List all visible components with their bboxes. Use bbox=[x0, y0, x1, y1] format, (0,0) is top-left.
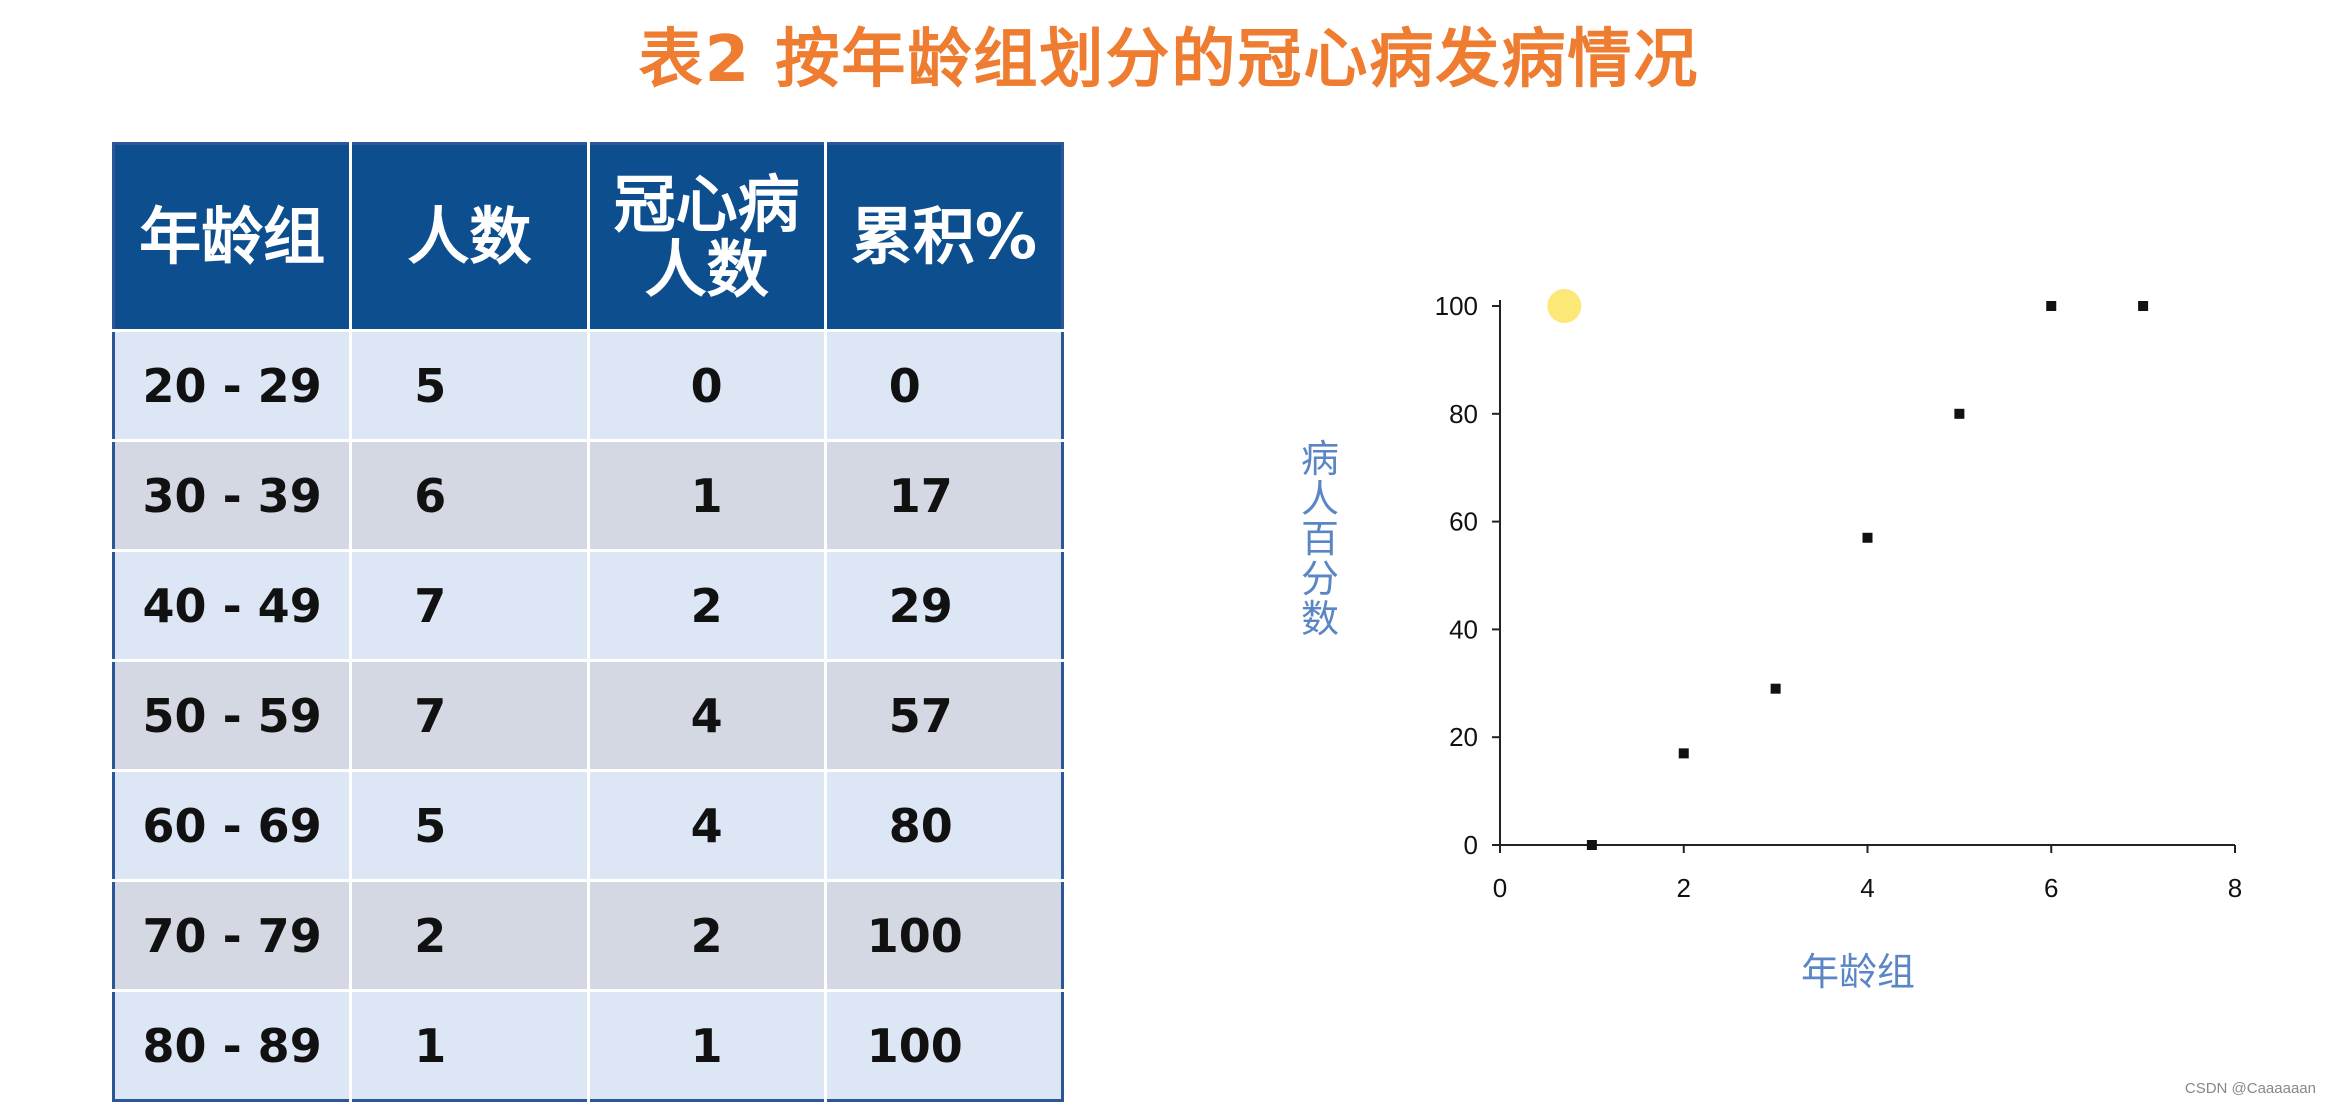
header-cumulative: 累积% bbox=[825, 143, 1063, 331]
row-count: 7 bbox=[350, 659, 590, 771]
x-tick-label: 0 bbox=[1493, 873, 1507, 903]
row-chd-count: 1 bbox=[588, 989, 827, 1101]
row-age-group: 70 - 79 bbox=[113, 879, 353, 991]
data-point bbox=[1862, 532, 1873, 543]
header-count: 人数 bbox=[350, 143, 590, 331]
row-chd-count: 4 bbox=[588, 659, 827, 771]
row-age-group: 80 - 89 bbox=[113, 989, 353, 1101]
page-title: 表2 按年龄组划分的冠心病发病情况 bbox=[638, 23, 1700, 97]
row-chd-count: 1 bbox=[588, 439, 827, 551]
x-tick-label: 4 bbox=[1860, 873, 1874, 903]
row-chd-count: 0 bbox=[588, 329, 827, 441]
header-age-group: 年龄组 bbox=[113, 143, 353, 331]
y-axis-label-char: 分 bbox=[1301, 557, 1339, 601]
row-age-group: 20 - 29 bbox=[113, 329, 353, 441]
x-tick-label: 6 bbox=[2044, 873, 2058, 903]
y-tick-label: 0 bbox=[1464, 830, 1478, 860]
row-cumulative: 80 bbox=[825, 769, 1063, 881]
table-row: 70 - 79 2 2 100 bbox=[113, 879, 1063, 991]
highlight-dot bbox=[1547, 289, 1582, 323]
row-cumulative: 57 bbox=[825, 659, 1063, 771]
data-point bbox=[1678, 748, 1689, 759]
chart-points bbox=[1547, 289, 2149, 850]
row-age-group: 40 - 49 bbox=[113, 549, 353, 661]
data-point bbox=[1770, 683, 1781, 694]
chart-axes bbox=[1499, 300, 2235, 846]
row-cumulative: 100 bbox=[825, 879, 1063, 991]
row-cumulative: 0 bbox=[825, 329, 1063, 441]
row-cumulative: 100 bbox=[825, 989, 1063, 1101]
x-tick-label: 8 bbox=[2228, 873, 2242, 903]
chart-ticks: 0 20 40 60 80 100 0 2 4 6 8 bbox=[1435, 291, 2243, 903]
row-count: 6 bbox=[350, 439, 590, 551]
y-tick-label: 40 bbox=[1449, 614, 1478, 644]
row-age-group: 30 - 39 bbox=[113, 439, 353, 551]
table-row: 60 - 69 5 4 80 bbox=[113, 769, 1063, 881]
table-row: 20 - 29 5 0 0 bbox=[113, 329, 1063, 441]
row-chd-count: 2 bbox=[588, 549, 827, 661]
row-count: 7 bbox=[350, 549, 590, 661]
y-tick-label: 80 bbox=[1449, 399, 1478, 429]
y-axis-label-char: 人 bbox=[1301, 477, 1339, 521]
y-axis-label-char: 百 bbox=[1301, 517, 1339, 561]
row-count: 5 bbox=[350, 329, 590, 441]
table-body: 20 - 29 5 0 0 30 - 39 6 1 17 40 - 49 7 2 29 50 - 59 7… bbox=[113, 329, 1063, 1101]
y-tick-label: 60 bbox=[1449, 507, 1478, 537]
row-chd-count: 4 bbox=[588, 769, 827, 881]
data-point bbox=[2046, 301, 2057, 311]
table-row: 30 - 39 6 1 17 bbox=[113, 439, 1063, 551]
row-count: 1 bbox=[350, 989, 590, 1101]
data-point bbox=[1586, 840, 1597, 850]
data-point bbox=[2138, 301, 2149, 311]
y-tick-label: 100 bbox=[1435, 291, 1478, 321]
data-point bbox=[1954, 408, 1965, 419]
table-row: 80 - 89 1 1 100 bbox=[113, 989, 1063, 1101]
y-axis-label-char: 病 bbox=[1301, 437, 1339, 481]
x-tick-label: 2 bbox=[1677, 873, 1691, 903]
y-tick-label: 20 bbox=[1449, 722, 1478, 752]
incidence-table: 年龄组 人数 冠心病 人数 累积% 20 - 29 5 0 0 30 - 39 6 1 17 40… bbox=[112, 142, 1064, 1102]
x-axis-label: 年龄组 bbox=[1801, 950, 1915, 994]
watermark: CSDN @Caaaaaan bbox=[2184, 1080, 2316, 1097]
row-cumulative: 17 bbox=[825, 439, 1063, 551]
row-age-group: 60 - 69 bbox=[113, 769, 353, 881]
table-header-row: 年龄组 人数 冠心病 人数 累积% bbox=[113, 143, 1063, 331]
table-row: 50 - 59 7 4 57 bbox=[113, 659, 1063, 771]
row-count: 2 bbox=[350, 879, 590, 991]
row-chd-count: 2 bbox=[588, 879, 827, 991]
row-age-group: 50 - 59 bbox=[113, 659, 353, 771]
row-cumulative: 29 bbox=[825, 549, 1063, 661]
row-count: 5 bbox=[350, 769, 590, 881]
header-chd-count: 冠心病 人数 bbox=[588, 143, 827, 331]
table-row: 40 - 49 7 2 29 bbox=[113, 549, 1063, 661]
y-axis-label-char: 数 bbox=[1301, 597, 1339, 641]
